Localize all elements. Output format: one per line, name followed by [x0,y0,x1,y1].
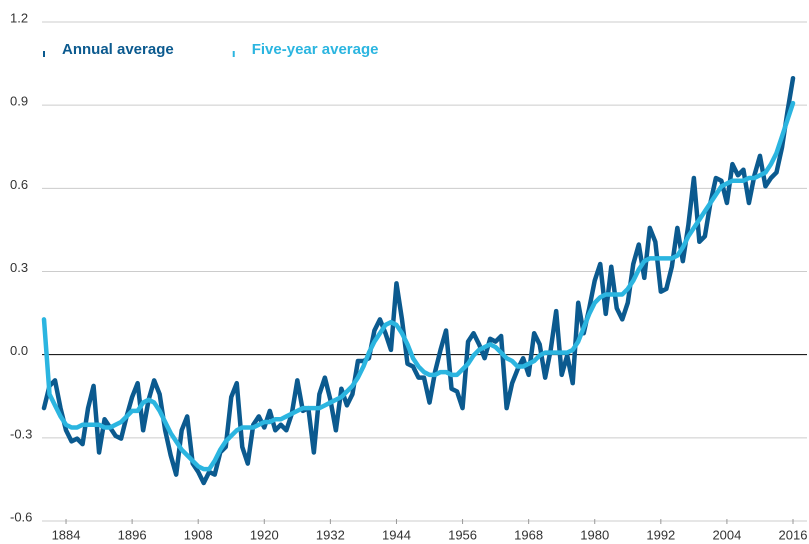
series-line [41,100,796,472]
y-tick-label: 0.0 [10,343,28,358]
x-tick-label: 1920 [250,527,279,542]
y-tick-label: -0.3 [10,426,32,441]
legend-label: Five-year average [252,41,379,58]
y-tick-label: -0.6 [10,509,32,524]
y-tick-label: 0.9 [10,94,28,109]
x-tick-label: 1884 [52,527,81,542]
x-tick-label: 1944 [382,527,411,542]
x-tick-label: 2016 [779,527,808,542]
x-tick-label: 1932 [316,527,345,542]
legend-label: Annual average [62,41,174,58]
x-tick-label: 1980 [580,527,609,542]
y-tick-label: 1.2 [10,10,28,25]
x-tick-label: 1956 [448,527,477,542]
x-tick-label: 1992 [646,527,675,542]
y-tick-label: 0.3 [10,260,28,275]
series-line [41,75,796,486]
x-tick-label: 1896 [118,527,147,542]
y-tick-label: 0.6 [10,177,28,192]
x-tick-label: 1908 [184,527,213,542]
x-tick-label: 1968 [514,527,543,542]
x-tick-label: 2004 [712,527,741,542]
